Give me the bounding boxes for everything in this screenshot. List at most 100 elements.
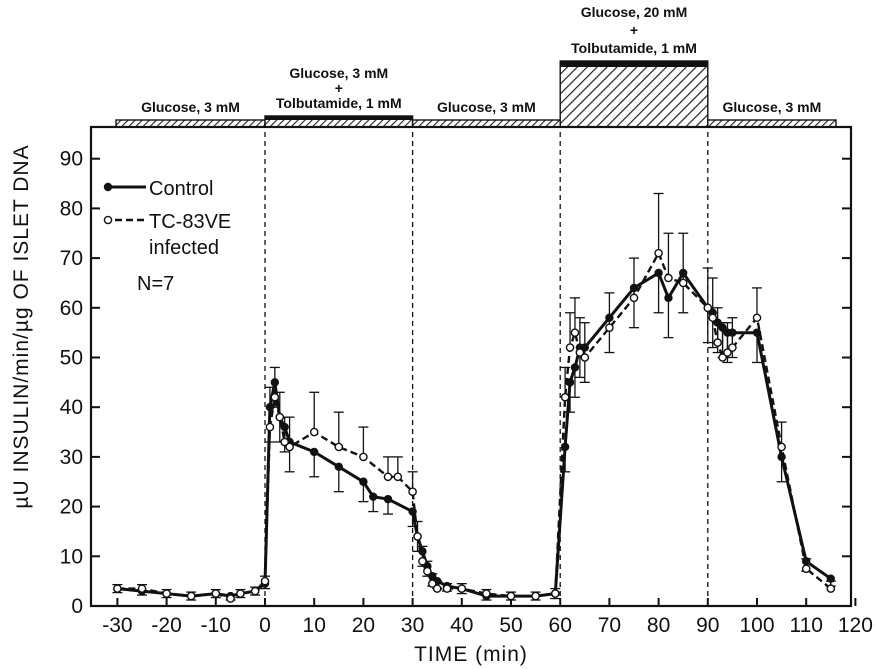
point-1-14 xyxy=(309,427,319,437)
x-tick-label-9: 60 xyxy=(549,614,572,637)
point-1-1 xyxy=(137,584,147,593)
y-tick-label-4: 40 xyxy=(60,396,83,419)
legend-infected-marker xyxy=(103,215,113,225)
point-1-20 xyxy=(413,532,422,541)
point-1-37 xyxy=(629,293,639,303)
point-1-34 xyxy=(575,348,585,357)
point-1-5 xyxy=(226,594,235,603)
x-tick-label-14: 110 xyxy=(789,614,822,637)
point-1-3 xyxy=(186,591,196,601)
plot-frame xyxy=(89,125,853,608)
condition-label-3-1: + xyxy=(630,22,638,38)
condition-bars xyxy=(115,60,837,128)
y-axis-title: µU INSULIN/min/µg OF ISLET DNA xyxy=(10,144,33,508)
y-tick-label-6: 60 xyxy=(60,297,83,320)
point-1-23 xyxy=(427,579,437,588)
x-tick-label-0: -30 xyxy=(102,614,132,637)
point-1-40 xyxy=(678,278,688,288)
point-1-45 xyxy=(723,348,732,357)
x-tick-label-6: 30 xyxy=(401,614,424,637)
point-1-7 xyxy=(250,586,260,596)
legend-control-marker xyxy=(103,182,113,192)
y-axis: 0 10 20 30 40 50 60 70 80 90 xyxy=(60,148,851,618)
y-tick-label-2: 20 xyxy=(60,496,83,519)
x-tick-label-4: 10 xyxy=(303,614,326,637)
y-tick-label-8: 80 xyxy=(60,197,83,220)
point-1-2 xyxy=(162,589,171,598)
point-1-30 xyxy=(550,589,560,598)
point-1-41 xyxy=(703,303,713,313)
x-tick-label-8: 50 xyxy=(499,614,522,637)
condition-label-3-0: Glucose, 20 mM xyxy=(581,4,688,20)
point-1-43 xyxy=(713,338,722,347)
point-1-27 xyxy=(482,589,491,598)
point-1-26 xyxy=(457,584,467,593)
condition-bar-cap-3 xyxy=(560,61,708,67)
x-tick-label-1: -20 xyxy=(151,614,181,637)
point-0-16 xyxy=(359,477,368,486)
point-1-16 xyxy=(359,452,368,462)
condition-label-3-2: Tolbutamide, 1 mM xyxy=(571,40,697,56)
x-tick-label-7: 40 xyxy=(450,614,473,637)
point-1-28 xyxy=(506,591,516,601)
point-1-29 xyxy=(531,591,540,601)
point-1-18 xyxy=(393,472,403,482)
point-1-8 xyxy=(260,576,270,586)
point-1-22 xyxy=(423,566,432,576)
series-line-0 xyxy=(117,271,832,598)
point-1-46 xyxy=(728,343,737,352)
condition-dividers xyxy=(264,123,709,597)
legend-infected-label-line2: infected xyxy=(149,237,219,259)
y-tick-label-3: 30 xyxy=(60,446,83,469)
y-tick-label-1: 10 xyxy=(60,545,83,568)
condition-label-0-0: Glucose, 3 mM xyxy=(141,99,240,115)
point-1-15 xyxy=(334,442,344,452)
x-tick-label-11: 80 xyxy=(647,614,670,637)
point-1-6 xyxy=(236,589,245,598)
y-tick-label-0: 0 xyxy=(71,595,83,618)
point-1-19 xyxy=(408,487,417,496)
point-1-9 xyxy=(265,422,275,432)
point-1-25 xyxy=(442,584,452,593)
point-1-47 xyxy=(752,313,762,323)
condition-bar-3 xyxy=(559,60,709,128)
series-0 xyxy=(112,268,836,601)
x-axis: -30 -20 -10 0 10 20 30 40 50 60 70 80 90 100 110 120 xyxy=(102,598,873,637)
y-tick-label-5: 50 xyxy=(60,347,83,370)
point-0-15 xyxy=(334,462,343,472)
series-line-1 xyxy=(117,251,832,600)
point-1-32 xyxy=(565,343,575,352)
x-tick-label-10: 70 xyxy=(598,614,621,637)
point-1-35 xyxy=(580,353,590,362)
point-1-10 xyxy=(270,392,280,402)
point-1-31 xyxy=(560,392,570,402)
y-tick-label-7: 70 xyxy=(60,247,83,270)
condition-label-1-1: + xyxy=(335,80,343,96)
condition-label-1-2: Tolbutamide, 1 mM xyxy=(276,95,402,111)
x-tick-label-2: -10 xyxy=(201,614,231,637)
point-1-17 xyxy=(383,472,393,482)
series-layer xyxy=(112,192,836,603)
point-1-13 xyxy=(285,442,294,452)
point-0-18 xyxy=(383,494,393,504)
point-1-50 xyxy=(826,584,836,593)
series-1 xyxy=(112,192,836,603)
condition-label-1-0: Glucose, 3 mM xyxy=(289,65,388,81)
legend-infected-label-line1: TC-83VE xyxy=(149,211,231,233)
point-1-0 xyxy=(113,584,122,593)
x-axis-title: TIME (min) xyxy=(414,643,528,666)
point-1-33 xyxy=(570,328,580,337)
point-1-48 xyxy=(777,442,786,452)
point-1-12 xyxy=(280,437,289,447)
point-1-21 xyxy=(418,556,427,566)
sample-size-note: N=7 xyxy=(137,273,174,295)
x-tick-label-15: 120 xyxy=(838,614,873,637)
point-0-17 xyxy=(369,492,378,501)
condition-label-2-0: Glucose, 3 mM xyxy=(437,99,536,115)
condition-bar-cap-1 xyxy=(265,116,413,120)
y-tick-label-9: 90 xyxy=(60,148,83,171)
legend-control-label: Control xyxy=(149,178,213,200)
x-tick-label-13: 100 xyxy=(739,614,774,637)
